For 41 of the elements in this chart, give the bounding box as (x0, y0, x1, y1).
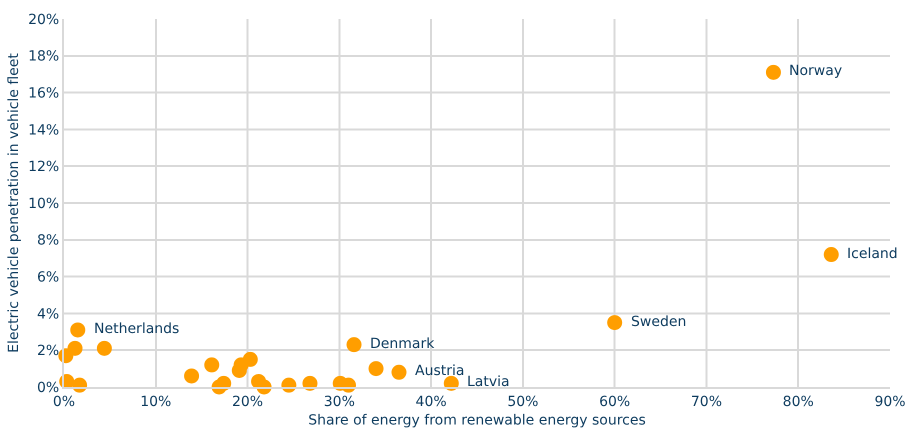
point (766, 64, 781, 80)
point (607, 315, 622, 330)
point (824, 247, 839, 262)
y-tick-label: 10% (28, 196, 60, 212)
point (70, 322, 86, 338)
y-tick-label: 18% (28, 48, 60, 65)
y-tick-label: 2% (36, 343, 60, 360)
y-tick-label: 16% (28, 86, 60, 102)
x-tick-label: 50% (507, 394, 538, 410)
y-tick-label: 8% (36, 232, 60, 249)
annotation: Iceland (847, 246, 898, 262)
point (391, 364, 406, 380)
y-tick-label: 20% (28, 12, 60, 28)
point (368, 361, 384, 376)
y-tick-label: 12% (28, 159, 60, 176)
annotation: Latvia (467, 374, 510, 390)
x-tick-label: 20% (232, 394, 264, 410)
annotation: Netherlands (94, 321, 180, 337)
y-tick-label: 0% (36, 380, 60, 396)
x-tick-label: 60% (599, 394, 630, 410)
point (96, 340, 112, 356)
y-tick-label: 14% (28, 122, 60, 138)
x-tick-label: 0% (52, 394, 76, 410)
point (204, 357, 220, 372)
x-axis-title: Share of energy from renewable energy sources (308, 412, 646, 429)
annotation: Austria (415, 363, 464, 379)
point (346, 337, 362, 352)
y-axis-title: Electric vehicle penetration in vehicle fleet (6, 52, 22, 353)
x-tick-label: 10% (140, 394, 172, 410)
y-tick-label: 6% (36, 270, 60, 286)
x-tick-label: 30% (324, 394, 355, 410)
y-tick-label: 4% (36, 306, 60, 322)
point (184, 368, 200, 384)
x-tick-label: 70% (690, 394, 722, 410)
point (242, 352, 258, 367)
x-tick-label: 40% (416, 394, 447, 410)
x-tick-label: 80% (782, 394, 814, 410)
annotation: Sweden (631, 314, 686, 330)
x-tick-label: 90% (874, 394, 906, 410)
annotation: Norway (789, 63, 842, 79)
annotation: Denmark (370, 336, 436, 352)
